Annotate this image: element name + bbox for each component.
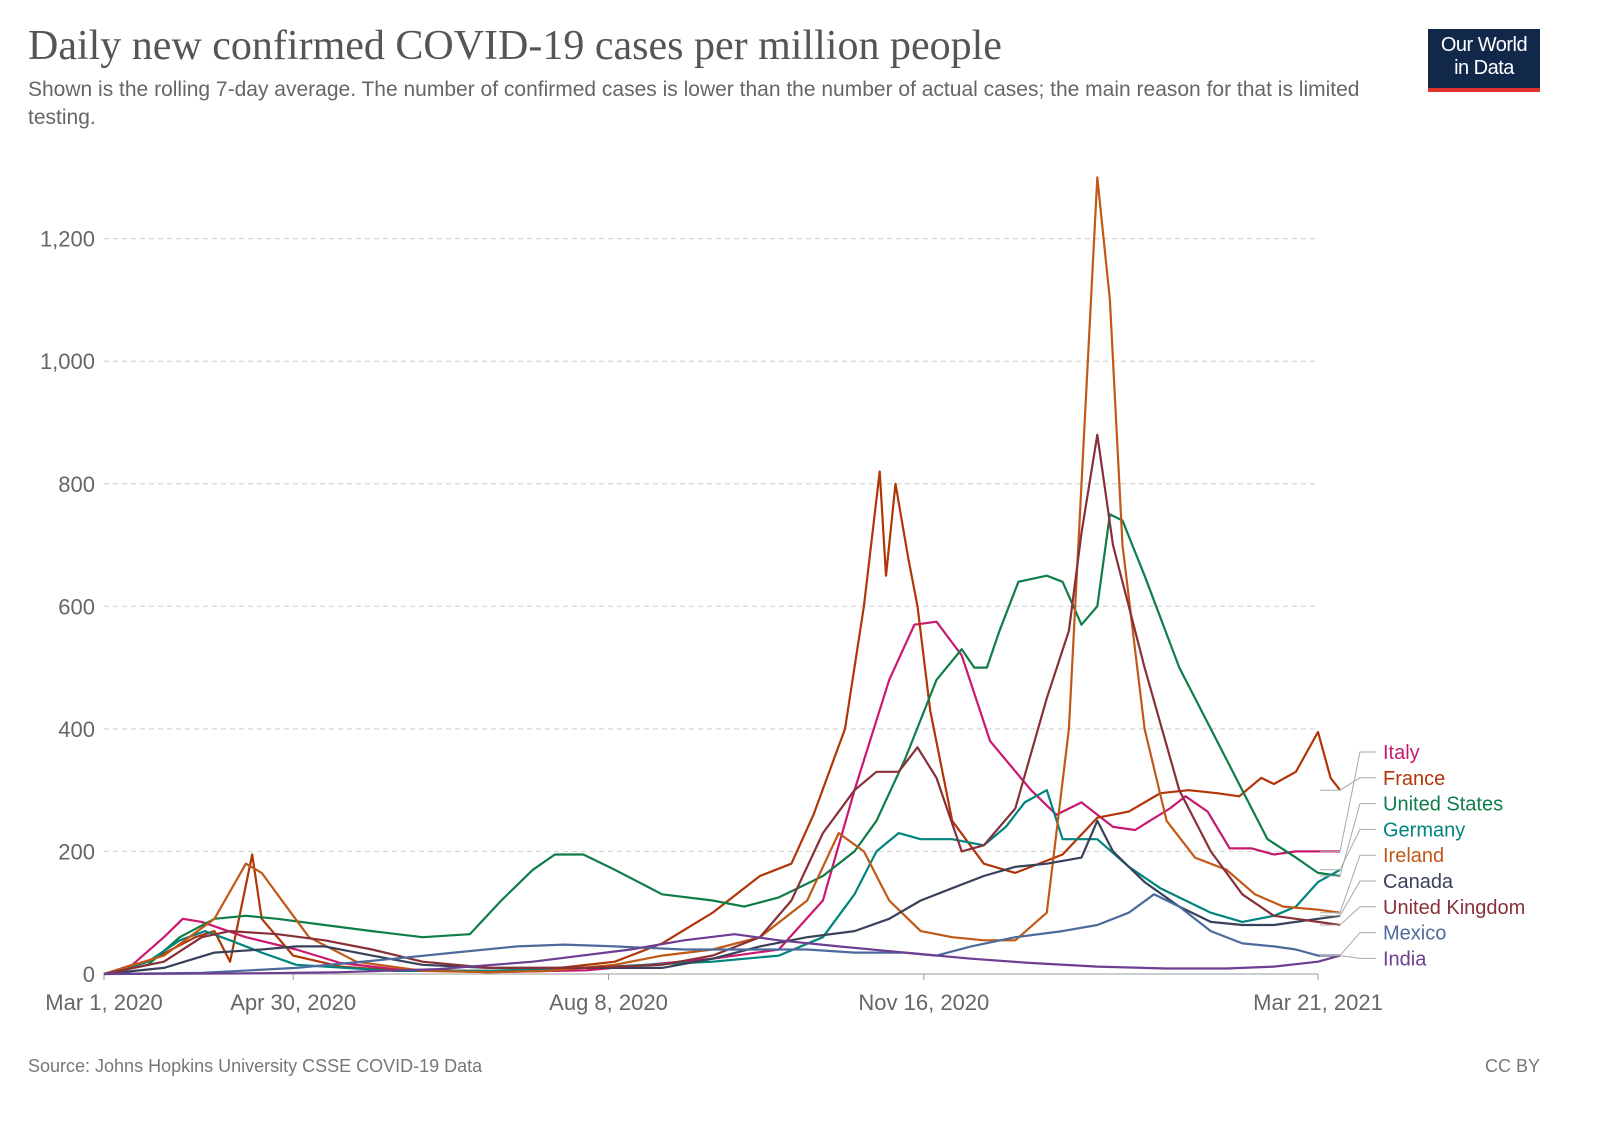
y-tick-label: 800	[58, 472, 95, 497]
y-tick-label: 200	[58, 839, 95, 864]
legend-label[interactable]: France	[1383, 768, 1445, 790]
y-tick-label: 600	[58, 594, 95, 619]
series-line-canada	[103, 819, 1341, 976]
legend-connector	[1320, 803, 1376, 877]
legend-label[interactable]: United Kingdom	[1383, 897, 1525, 919]
legend-connector	[1320, 751, 1376, 852]
legend-connector	[1320, 955, 1376, 959]
series-line-india	[103, 933, 1341, 976]
x-axis: Mar 1, 2020 Apr 30, 2020 Aug 8, 2020 Nov 16…	[45, 973, 1383, 1015]
logo-text-line2: in Data	[1454, 57, 1514, 79]
y-tick-label: 1,200	[40, 227, 95, 252]
logo-text-line1: Our World	[1440, 34, 1528, 56]
x-tick-label: Mar 21, 2021	[1253, 990, 1383, 1015]
legend: Italy France United States Germany Ireland Ca…	[1320, 742, 1525, 970]
chart-title: Daily new confirmed COVID-19 cases per m…	[28, 23, 1002, 69]
source-note[interactable]: Source: Johns Hopkins University CSSE CO…	[28, 1056, 483, 1076]
legend-connector	[1320, 932, 1376, 957]
legend-label[interactable]: Ireland	[1383, 845, 1444, 867]
x-tick-label: Aug 8, 2020	[549, 990, 668, 1015]
y-tick-label: 0	[83, 962, 95, 987]
legend-label[interactable]: Mexico	[1383, 923, 1446, 945]
series-line-united-states	[103, 513, 1341, 976]
series-line-italy	[103, 620, 1341, 976]
x-tick-label: Apr 30, 2020	[230, 990, 356, 1015]
chart-subtitle: Shown is the rolling 7-day average. The …	[28, 78, 1360, 129]
legend-label[interactable]: Germany	[1383, 819, 1465, 841]
legend-label[interactable]: India	[1383, 948, 1427, 970]
x-tick-label: Nov 16, 2020	[858, 990, 989, 1015]
legend-label[interactable]: United States	[1383, 794, 1503, 816]
series-lines	[103, 176, 1341, 976]
series-line-germany	[103, 789, 1341, 976]
license-link[interactable]: CC BY	[1484, 1056, 1540, 1076]
legend-connector	[1320, 906, 1376, 926]
x-tick-label: Mar 1, 2020	[45, 990, 162, 1015]
series-line-france	[103, 470, 1341, 976]
legend-connector	[1320, 777, 1376, 791]
legend-label[interactable]: Italy	[1383, 742, 1420, 764]
legend-connector	[1320, 880, 1376, 917]
legend-connector	[1320, 828, 1376, 871]
legend-label[interactable]: Canada	[1383, 871, 1454, 893]
series-line-united-kingdom	[103, 433, 1341, 976]
y-tick-label: 400	[58, 717, 95, 742]
y-tick-label: 1,000	[40, 349, 95, 374]
owid-logo[interactable]: Our World in Data	[1428, 29, 1540, 92]
y-axis-tick-labels: 0 200 400 600 800 1,000 1,200	[40, 227, 95, 987]
gridlines	[104, 238, 1318, 853]
legend-connector	[1320, 854, 1376, 914]
series-line-ireland	[103, 176, 1341, 976]
